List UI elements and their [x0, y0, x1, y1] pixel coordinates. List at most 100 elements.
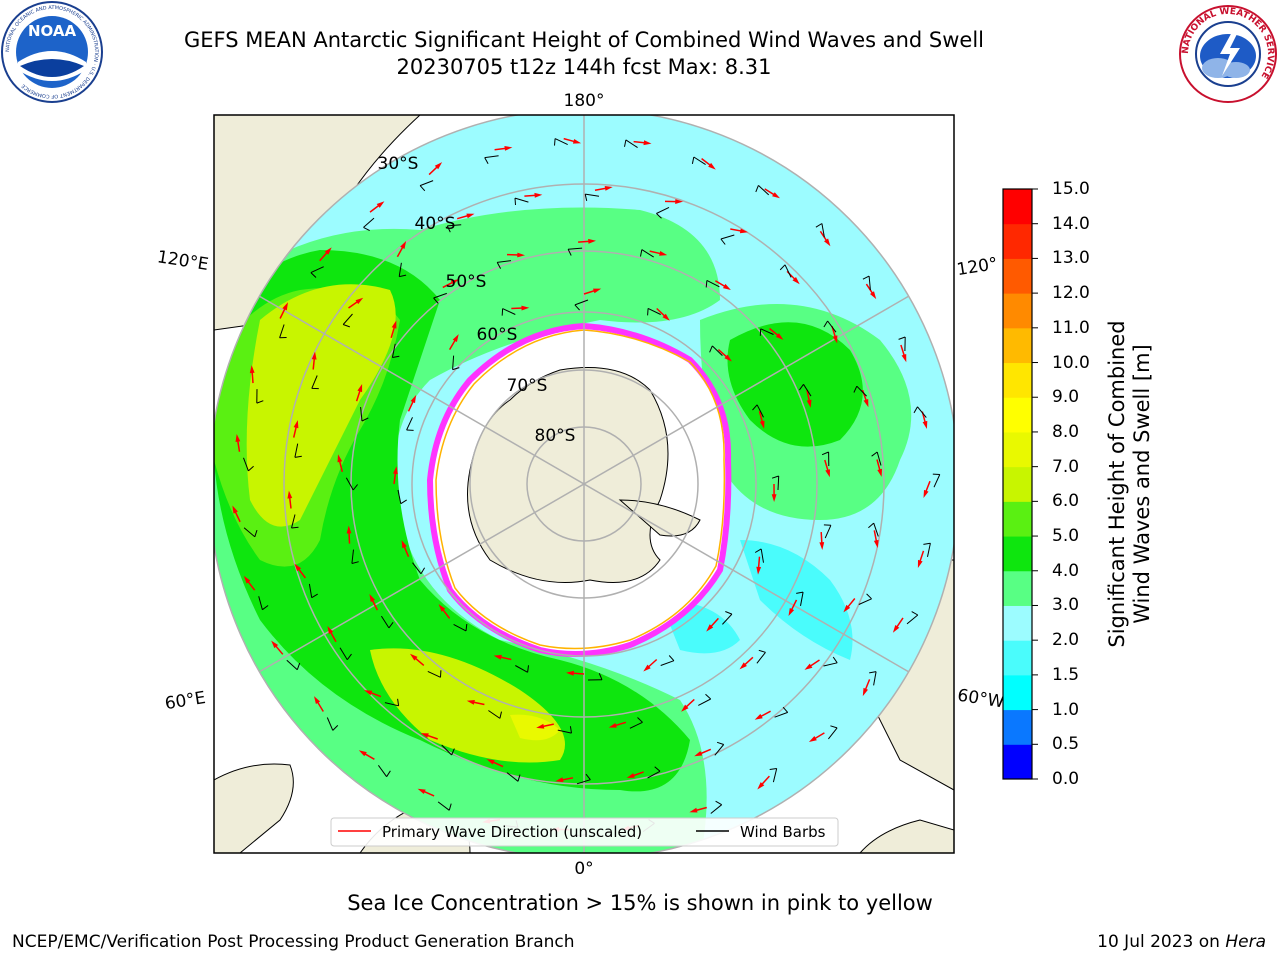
wave-arrow	[709, 617, 719, 628]
wave-arrow	[414, 657, 425, 666]
noaa-logo: NOAA NATIONAL OCEANIC AND ATMOSPHERIC AD…	[1, 1, 103, 103]
wind-barb-feather	[343, 324, 350, 328]
wave-arrow	[764, 188, 776, 196]
wind-barb	[660, 660, 675, 666]
wind-barb	[568, 247, 583, 250]
wave-arrow-head	[862, 687, 868, 697]
wave-arrow	[578, 240, 591, 243]
wave-arrow-head	[824, 238, 831, 247]
wave-arrow-head	[923, 489, 929, 498]
wave-arrow	[494, 147, 507, 151]
wind-barb	[412, 562, 422, 575]
wind-barb-feather	[514, 198, 516, 206]
wave-arrow	[769, 327, 780, 337]
wind-barb	[756, 404, 764, 418]
wave-arrow-head	[689, 807, 698, 813]
wave-arrow	[633, 140, 646, 144]
wave-arrow	[743, 656, 754, 666]
wind-barb-feather	[720, 238, 726, 245]
wind-barb-feather	[352, 484, 358, 491]
wave-arrow	[428, 165, 439, 176]
wave-arrow	[297, 567, 306, 579]
colorbar-tick-label: 7.0	[1052, 456, 1080, 477]
wind-barb-feather	[262, 605, 269, 611]
wave-arrow-head	[819, 542, 825, 550]
wave-arrow-head	[293, 420, 299, 429]
wind-barb-feather	[705, 693, 712, 700]
wave-arrow	[813, 732, 825, 740]
wind-barb	[784, 264, 792, 278]
wind-barb	[345, 477, 354, 491]
wave-arrow	[524, 194, 537, 197]
wave-arrow-head	[588, 238, 596, 244]
wave-arrow-head	[892, 625, 900, 633]
wind-barb-feather	[361, 417, 369, 422]
colorbar-tick-label: 5.0	[1052, 526, 1080, 547]
wind-barb	[576, 779, 591, 785]
wave-arrow	[511, 307, 524, 310]
wind-barb	[427, 670, 441, 678]
wave-arrow	[338, 460, 344, 472]
wind-barb	[647, 770, 661, 779]
wind-barb	[437, 801, 450, 811]
wave-arrow	[393, 472, 397, 485]
wind-barb	[706, 279, 720, 288]
wind-barb-feather	[248, 465, 254, 472]
wave-arrow	[594, 187, 607, 191]
wave-arrow-head	[346, 525, 352, 534]
wave-arrow-head	[877, 468, 882, 477]
colorbar-frame	[1002, 188, 1033, 780]
wave-arrow	[426, 734, 438, 740]
colorbar-tick-label: 14.0	[1052, 213, 1090, 234]
wave-arrow	[472, 701, 485, 706]
wave-arrow-head	[922, 420, 928, 429]
wave-arrow-head	[759, 420, 765, 429]
colorbar-tick-label: 8.0	[1052, 421, 1080, 442]
wave-arrow	[236, 439, 241, 452]
colorbar-tick-label: 10.0	[1052, 352, 1090, 373]
wave-arrow-head	[327, 626, 334, 634]
wave-arrow	[647, 658, 658, 669]
wave-arrow-head	[825, 469, 830, 478]
map-legend: Primary Wave Direction (unscaled) Wind B…	[330, 817, 839, 847]
wave-arrow-head	[555, 777, 564, 783]
wind-barb-feather	[419, 185, 426, 192]
wave-arrow-head	[708, 162, 716, 170]
wave-arrow	[684, 698, 695, 709]
wave-arrow-head	[775, 333, 784, 340]
wave-arrow	[563, 137, 576, 143]
wave-arrow	[561, 777, 574, 781]
wave-arrow	[656, 307, 666, 318]
wind-barb-feather	[585, 773, 591, 781]
wind-barb-feather	[779, 264, 786, 271]
wind-barb	[693, 156, 706, 166]
wind-barb-feather	[796, 591, 804, 594]
wave-arrow-head	[675, 199, 683, 204]
wind-barb-feather	[351, 561, 359, 564]
wave-arrow-head	[486, 759, 495, 765]
wave-arrow-head	[593, 288, 602, 294]
wave-arrow-head	[357, 384, 363, 393]
wave-arrow-head	[804, 663, 813, 670]
wave-arrow-head	[572, 139, 582, 144]
colorbar-segment	[1003, 744, 1032, 780]
wind-barb-feather	[866, 593, 872, 600]
wave-arrow	[819, 230, 828, 242]
colorbar-tick-label: 1.0	[1052, 699, 1080, 720]
wave-arrow-head	[466, 700, 475, 705]
wave-arrow	[407, 400, 415, 412]
wind-barb-feather	[392, 355, 400, 358]
wave-arrow-head	[772, 192, 780, 199]
wind-barb-feather	[294, 455, 302, 458]
wind-barb-feather	[782, 706, 789, 713]
wind-barb-feather	[868, 522, 875, 529]
wind-barb-feather	[862, 275, 870, 280]
wind-barb	[858, 598, 872, 605]
wind-barb	[484, 155, 499, 159]
wave-arrow-head	[376, 201, 385, 208]
wind-barb-feather	[911, 611, 919, 616]
colorbar-tick-label: 2.0	[1052, 630, 1080, 651]
wave-arrow-head	[235, 434, 241, 442]
wind-barb-feather	[798, 384, 804, 391]
wind-barb-feather	[584, 193, 588, 202]
